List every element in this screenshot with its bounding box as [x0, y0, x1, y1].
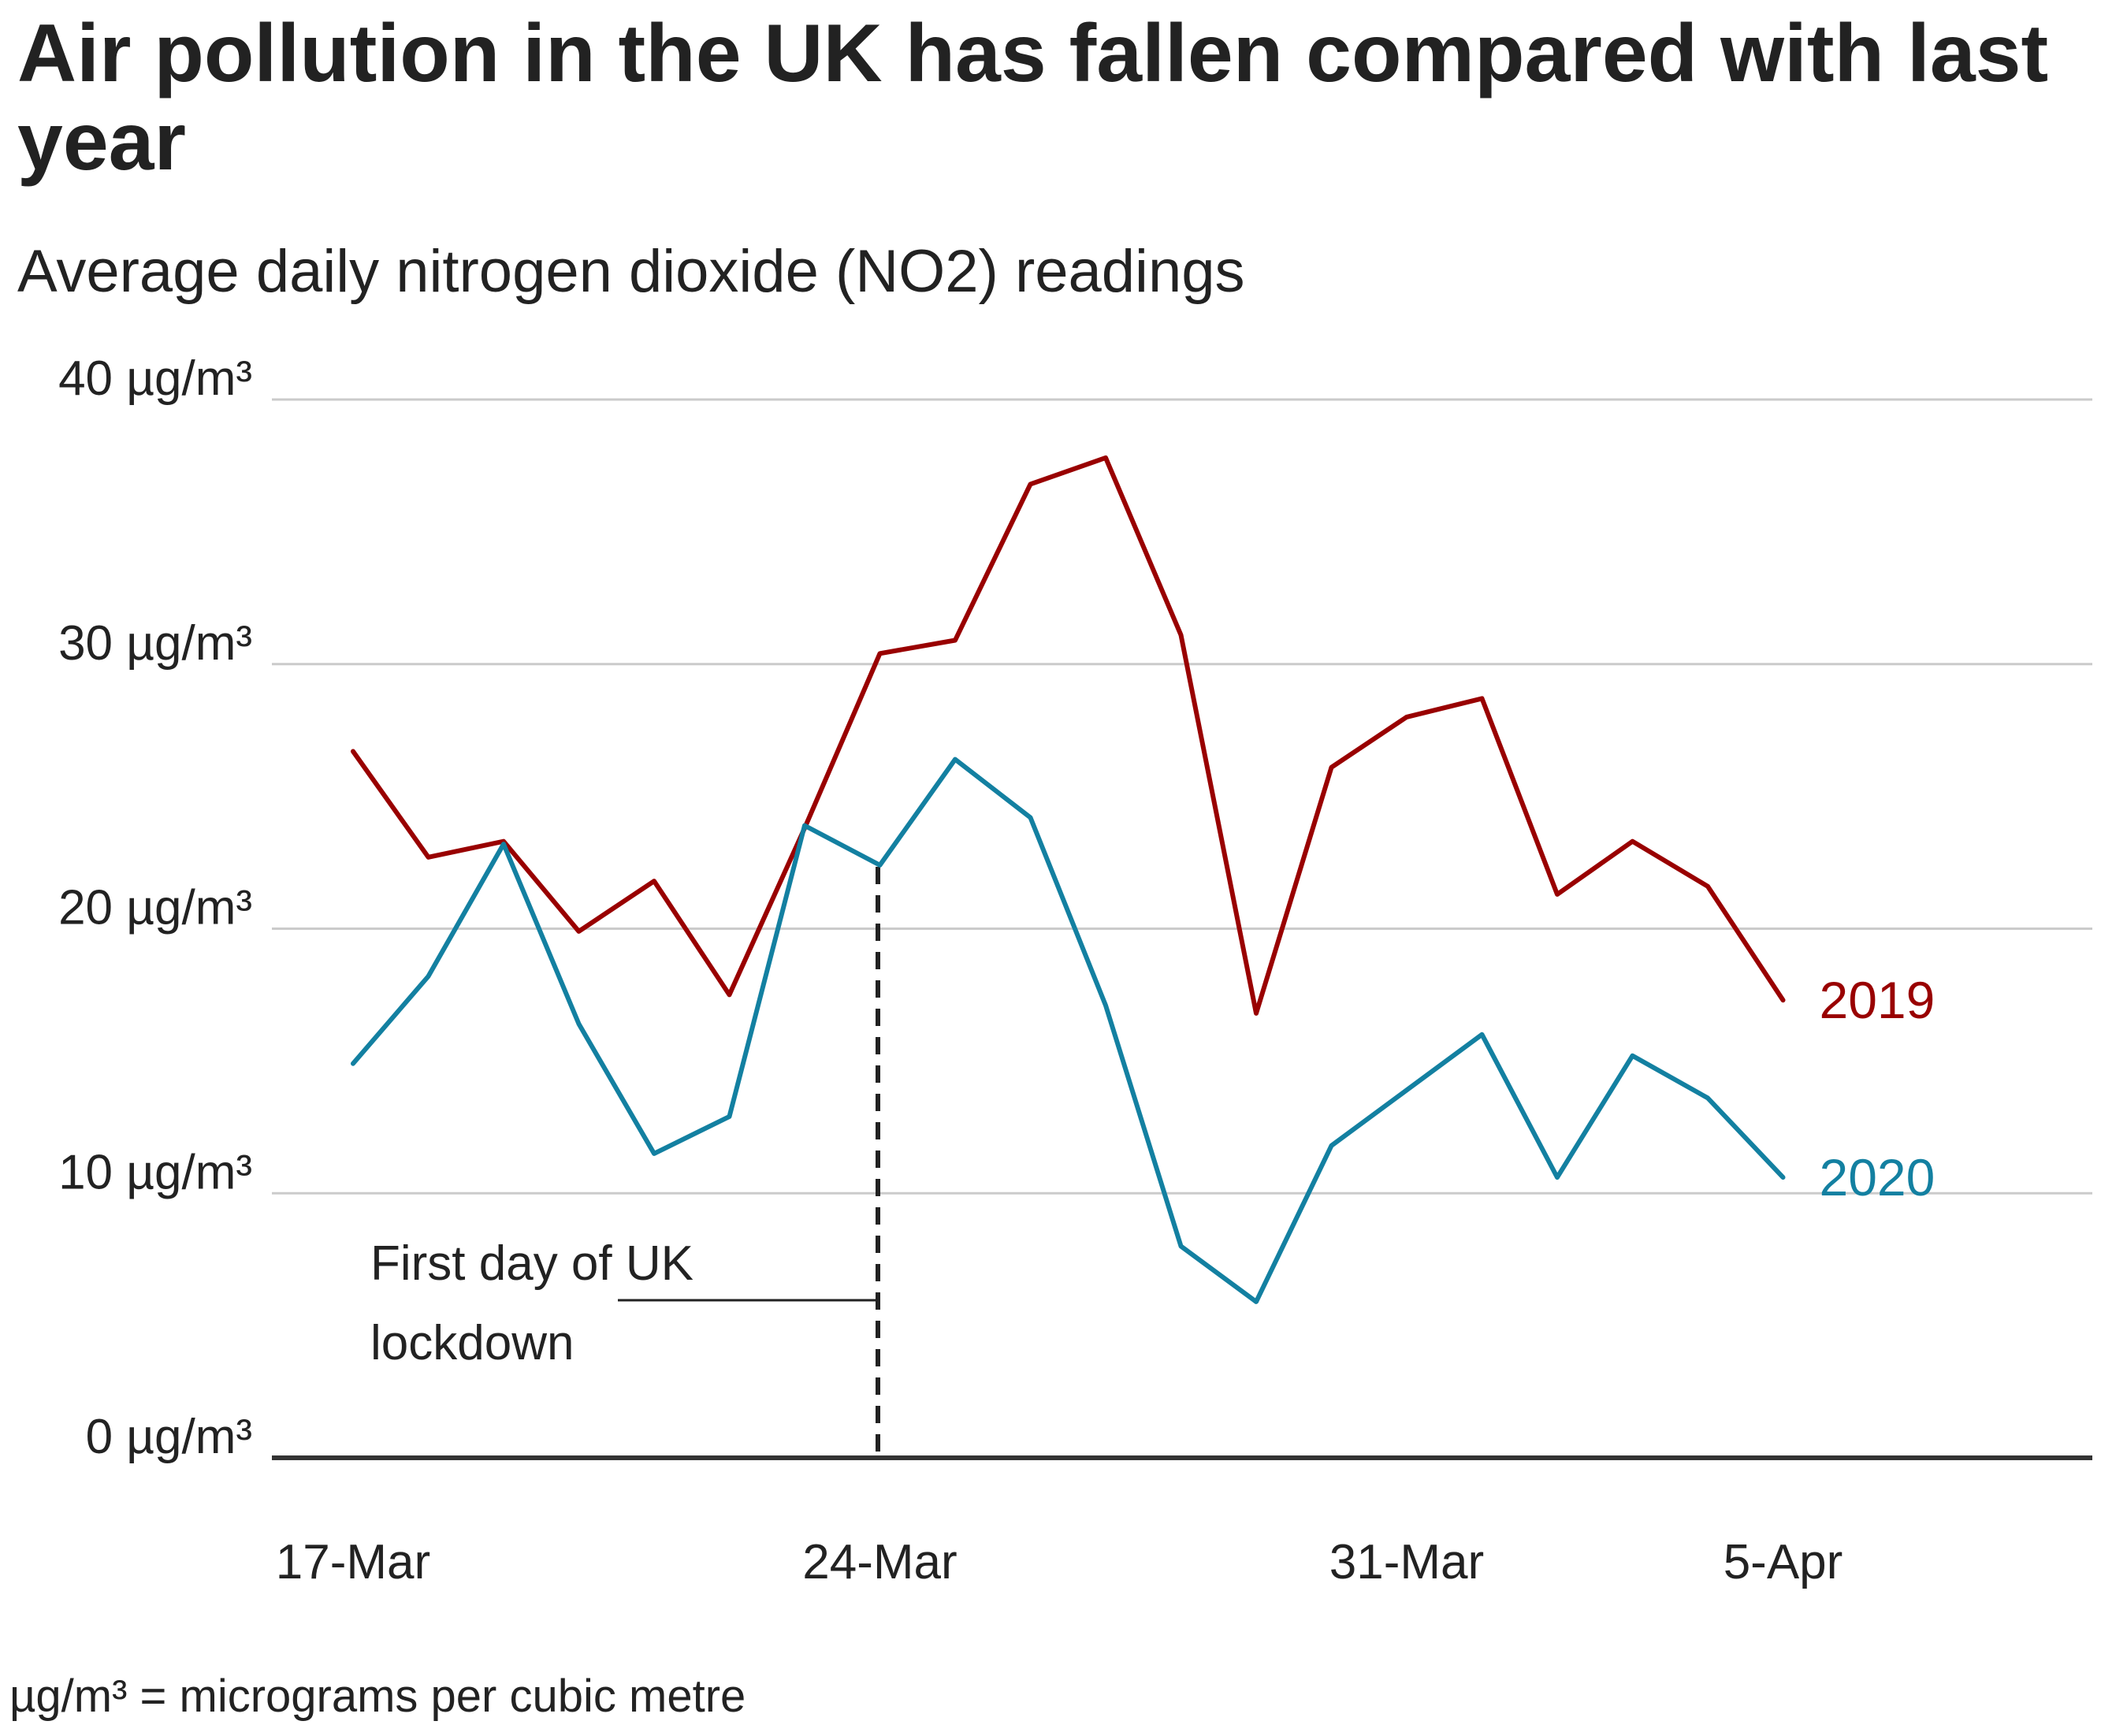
y-tick-label: 30 µg/m³ [58, 616, 252, 671]
lockdown-annotation: First day of UK lockdown [370, 867, 880, 1458]
y-tick-label: 20 µg/m³ [58, 881, 252, 935]
annotation-text-line1: First day of UK [370, 1236, 694, 1291]
x-tick-label: 5-Apr [1724, 1535, 1843, 1589]
x-tick-label: 17-Mar [276, 1535, 430, 1589]
series-label-2019: 2019 [1820, 971, 1936, 1029]
series: 2019 2020 [351, 455, 1936, 1304]
series-label-2020: 2020 [1820, 1148, 1936, 1206]
series-line-2019 [351, 455, 1786, 1016]
annotation-text-line2: lockdown [370, 1316, 574, 1370]
y-tick-label: 40 µg/m³ [58, 351, 252, 406]
gridlines [272, 398, 2092, 1195]
series-line-2020 [351, 756, 1786, 1304]
footnote: µg/m³ = micrograms per cubic metre [9, 1671, 746, 1722]
x-axis-tick-labels: 17-Mar 24-Mar 31-Mar 5-Apr [276, 1535, 1843, 1589]
x-tick-label: 24-Mar [802, 1535, 957, 1589]
chart-title: Air pollution in the UK has fallen compa… [17, 8, 2049, 188]
chart-subtitle: Average daily nitrogen dioxide (NO2) rea… [17, 238, 1245, 305]
y-axis-tick-labels: 0 µg/m³ 10 µg/m³ 20 µg/m³ 30 µg/m³ 40 µg/m³ [58, 351, 252, 1464]
x-tick-label: 31-Mar [1329, 1535, 1484, 1589]
y-tick-label: 10 µg/m³ [58, 1145, 252, 1199]
y-tick-label: 0 µg/m³ [86, 1410, 252, 1464]
